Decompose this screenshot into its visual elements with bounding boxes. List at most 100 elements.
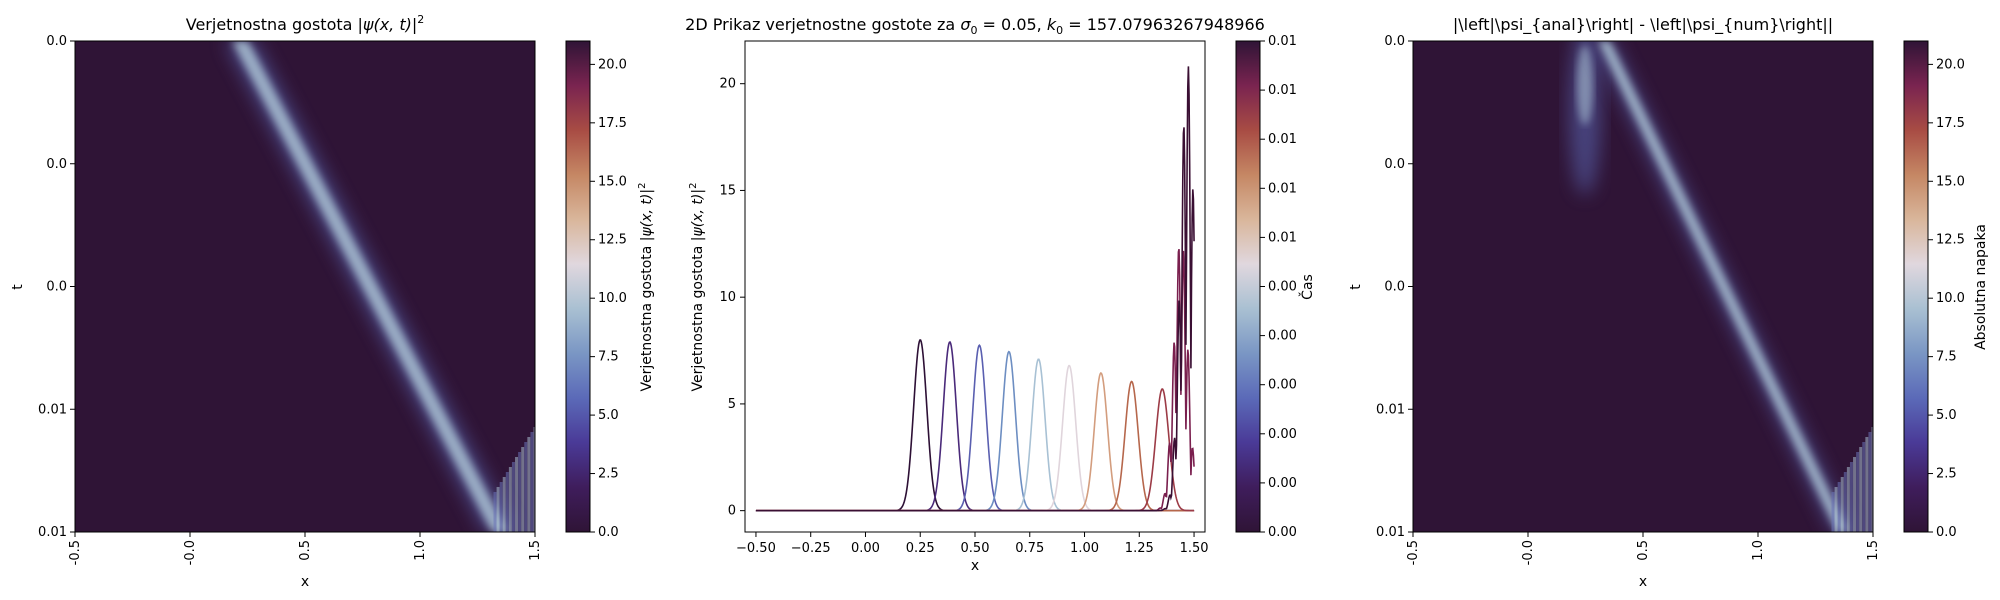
x-tick-label: 0.25: [906, 541, 935, 556]
fringe-stripe: [1831, 492, 1835, 532]
fringe-stripe: [1856, 452, 1860, 532]
colorbar-tick-label: 2.5: [1936, 467, 1957, 482]
panel1-colorbar-label: Verjetnostna gostota |ψ(x, t)|2: [637, 183, 655, 392]
x-tick-label: -0.0: [1521, 540, 1536, 565]
y-tick-label: 20: [719, 77, 736, 92]
x-tick-label: 0.00: [851, 541, 880, 556]
colorbar-tick-label: 0.01: [1268, 181, 1297, 196]
panel-line-plot: 2D Prikaz verjetnostne gostote za σ0 = 0…: [685, 15, 1316, 574]
fringe-stripe: [1840, 477, 1844, 532]
fringe-stripe: [1843, 472, 1847, 532]
panel2-title: 2D Prikaz verjetnostne gostote za σ0 = 0…: [685, 15, 1265, 37]
y-tick-label: 0.01: [38, 525, 67, 540]
fringe-stripe: [496, 487, 500, 532]
error-ghost-core: [1577, 45, 1593, 125]
colorbar-tick-label: 0.00: [1268, 476, 1297, 491]
y-tick-label: 0: [728, 504, 736, 519]
error-band: [1598, 41, 1849, 532]
y-tick-label: 10: [719, 290, 736, 305]
y-tick-label: 0.0: [1384, 34, 1405, 49]
fringe-stripe: [524, 442, 528, 532]
x-tick-label: 1.25: [1125, 541, 1154, 556]
panel1-ylabel: t: [10, 284, 26, 290]
fringe-stripe: [1834, 487, 1838, 532]
interference-fringes: [1831, 427, 1873, 532]
colorbar-tick-label: 7.5: [598, 350, 619, 365]
x-tick-label: -0.5: [1406, 540, 1421, 565]
colorbar-tick-label: 0.00: [1268, 329, 1297, 344]
x-tick-label: 1.5: [528, 540, 543, 561]
colorbar-tick-label: 10.0: [598, 291, 627, 306]
colorbar-tick-label: 0.00: [1268, 378, 1297, 393]
fringe-stripe: [518, 452, 522, 532]
panel3-colorbar-ticks: 0.0 2.5 5.0 7.5 10.0 12.5 15.0 17.5 20.0: [1928, 57, 1965, 540]
panel3-title: |\left|\psi_{anal}\right| - \left|\psi_{…: [1453, 15, 1833, 35]
y-tick-label: 0.0: [46, 34, 67, 49]
panel3-ylabel: t: [1348, 284, 1364, 290]
y-tick-label: 0.0: [1384, 157, 1405, 172]
fringe-stripe: [533, 427, 535, 532]
y-tick-label: 5: [728, 397, 736, 412]
panel2-y-ticks: 0 5 10 15 20: [719, 77, 745, 519]
x-tick-label: 1.00: [1070, 541, 1099, 556]
y-tick-label: 0.01: [1376, 525, 1405, 540]
x-tick-label: 0.75: [1015, 541, 1044, 556]
fringe-stripe: [502, 477, 506, 532]
fringe-stripe: [505, 472, 509, 532]
colorbar-tick-label: 12.5: [1936, 233, 1965, 248]
fringe-stripe: [1871, 427, 1873, 532]
colorbar-tick-label: 0.01: [1268, 132, 1297, 147]
density-curves: [755, 66, 1195, 512]
panel1-colorbar: [565, 40, 591, 533]
fringe-stripe: [1868, 432, 1872, 532]
colorbar-tick-label: 5.0: [1936, 408, 1957, 423]
colorbar-tick-label: 10.0: [1936, 291, 1965, 306]
panel2-plot-area: [745, 41, 1205, 532]
interference-fringes: [493, 427, 535, 532]
colorbar-tick-label: 12.5: [598, 233, 627, 248]
y-tick-label: 0.0: [46, 157, 67, 172]
panel-error-heatmap: |\left|\psi_{anal}\right| - \left|\psi_{…: [1348, 15, 1989, 590]
panel2-colorbar-label: Čas: [1298, 274, 1316, 300]
colorbar-tick-label: 0.01: [1268, 230, 1297, 245]
panel1-x-ticks: -0.5 -0.0 0.5 1.0 1.5: [68, 532, 543, 565]
x-tick-label: -0.5: [68, 540, 83, 565]
y-tick-label: 15: [719, 183, 736, 198]
panel1-title: Verjetnostna gostota |ψ(x, t)|2: [186, 13, 425, 34]
fringe-stripe: [508, 467, 512, 532]
fringe-stripe: [1846, 467, 1850, 532]
y-tick-label: 0.01: [1376, 402, 1405, 417]
x-tick-label: 1.50: [1180, 541, 1209, 556]
x-tick-label: -0.0: [183, 540, 198, 565]
panel1-colorbar-ticks: 0.0 2.5 5.0 7.5 10.0 12.5 15.0 17.5 20.0: [590, 57, 627, 540]
panel3-colorbar-label: Absolutna napaka: [1973, 224, 1989, 350]
colorbar-tick-label: 0.00: [1268, 427, 1297, 442]
fringe-stripe: [493, 492, 497, 532]
colorbar-tick-label: 20.0: [598, 57, 627, 72]
colorbar-tick-label: 15.0: [598, 174, 627, 189]
fringe-stripe: [527, 437, 531, 532]
fringe-stripe: [1862, 442, 1866, 532]
fringe-stripe: [499, 482, 503, 532]
x-tick-label: −0.25: [791, 541, 831, 556]
x-tick-label: 0.5: [1636, 540, 1651, 561]
colorbar-tick-label: 15.0: [1936, 174, 1965, 189]
colorbar-tick-label: 0.0: [1936, 525, 1957, 540]
panel2-ylabel: Verjetnostna gostota |ψ(x, t)|2: [688, 183, 706, 392]
y-tick-label: 0.0: [46, 280, 67, 295]
colorbar-tick-label: 17.5: [598, 116, 627, 131]
panel2-x-ticks: −0.50 −0.25 0.00 0.25 0.50 0.75 1.00 1.25 1.50: [736, 532, 1209, 556]
fringe-stripe: [511, 462, 515, 532]
colorbar-tick-label: 2.5: [598, 467, 619, 482]
fringe-stripe: [530, 432, 534, 532]
colorbar-tick-label: 0.0: [598, 525, 619, 540]
fringe-stripe: [1837, 482, 1841, 532]
x-tick-label: 0.50: [961, 541, 990, 556]
colorbar-tick-label: 17.5: [1936, 116, 1965, 131]
fringe-stripe: [1865, 437, 1869, 532]
panel1-xlabel: x: [301, 574, 309, 590]
panel-probability-heatmap: Verjetnostna gostota |ψ(x, t)|2 -0.5 -0.0…: [10, 13, 655, 590]
fringe-stripe: [1859, 447, 1863, 532]
colorbar-tick-label: 0.00: [1268, 525, 1297, 540]
fringe-stripe: [521, 447, 525, 532]
